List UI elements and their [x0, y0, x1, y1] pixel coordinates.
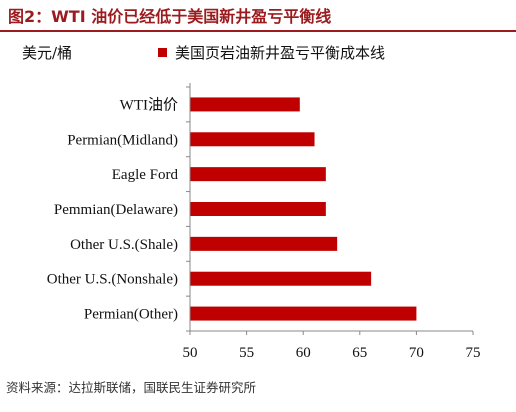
bar-0 — [190, 97, 300, 112]
unit-label: 美元/桶 — [22, 44, 73, 62]
category-label-2: Eagle Ford — [112, 167, 179, 183]
category-label-1: Permian(Midland) — [67, 132, 178, 148]
legend: 美国页岩油新井盈亏平衡成本线 — [158, 42, 385, 63]
x-tick-label-0: 50 — [183, 345, 198, 361]
x-tick-label-2: 60 — [296, 345, 311, 361]
legend-swatch — [158, 48, 167, 57]
category-label-3: Pemmian(Delaware) — [54, 202, 178, 218]
title-divider — [0, 30, 516, 32]
x-tick-label-4: 70 — [409, 345, 424, 361]
legend-label: 美国页岩油新井盈亏平衡成本线 — [175, 44, 386, 62]
bar-5 — [190, 271, 372, 286]
category-label-5: Other U.S.(Nonshale) — [47, 272, 178, 288]
bar-3 — [190, 202, 326, 216]
x-tick-label-3: 65 — [352, 345, 367, 361]
x-tick-label-1: 55 — [239, 345, 254, 361]
figure-title: 图2：WTI 油价已经低于美国新井盈亏平衡线 — [8, 7, 332, 26]
bar-1 — [190, 132, 315, 147]
bar-6 — [190, 306, 417, 321]
category-label-0: WTI油价 — [120, 96, 178, 113]
x-tick-label-5: 75 — [466, 345, 481, 361]
category-label-4: Other U.S.(Shale) — [70, 237, 178, 253]
category-label-6: Permian(Other) — [84, 307, 178, 323]
bar-4 — [190, 236, 338, 251]
bar-2 — [190, 167, 326, 182]
source-note: 资料来源：达拉斯联储，国联民生证券研究所 — [6, 380, 257, 395]
